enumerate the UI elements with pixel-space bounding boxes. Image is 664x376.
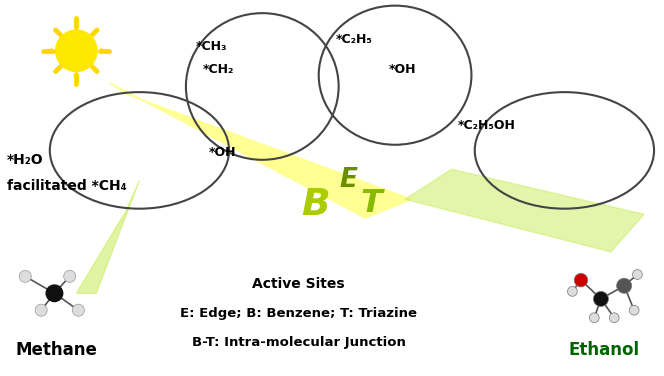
Text: Active Sites: Active Sites [252, 277, 345, 291]
Text: Methane: Methane [15, 341, 98, 359]
Text: B-T: Intra-molecular Junction: B-T: Intra-molecular Junction [192, 336, 406, 349]
Text: *H₂O: *H₂O [7, 153, 43, 167]
Text: T: T [361, 188, 382, 218]
Circle shape [56, 30, 97, 71]
Text: B: B [301, 187, 330, 223]
Circle shape [590, 313, 599, 323]
Text: *C₂H₅OH: *C₂H₅OH [458, 120, 516, 132]
Circle shape [633, 270, 642, 279]
Circle shape [629, 305, 639, 315]
Polygon shape [405, 169, 644, 252]
Text: *CH₂: *CH₂ [203, 63, 234, 76]
Circle shape [610, 313, 619, 323]
Circle shape [594, 291, 608, 306]
Circle shape [64, 270, 76, 282]
Circle shape [617, 278, 631, 293]
Text: *OH: *OH [209, 146, 236, 159]
Text: Ethanol: Ethanol [568, 341, 640, 359]
Text: E: E [339, 167, 358, 194]
Text: E: Edge; B: Benzene; T: Triazine: E: Edge; B: Benzene; T: Triazine [181, 308, 417, 320]
Circle shape [574, 273, 588, 287]
Circle shape [72, 304, 84, 316]
Circle shape [46, 285, 62, 302]
Circle shape [19, 270, 31, 282]
Text: *C₂H₅: *C₂H₅ [335, 33, 373, 46]
Text: *OH: *OH [388, 63, 416, 76]
Circle shape [568, 287, 577, 296]
Text: facilitated *CH₄: facilitated *CH₄ [7, 179, 126, 193]
Polygon shape [76, 180, 139, 293]
Text: *CH₃: *CH₃ [196, 41, 227, 53]
Circle shape [35, 304, 47, 316]
Polygon shape [110, 83, 412, 218]
